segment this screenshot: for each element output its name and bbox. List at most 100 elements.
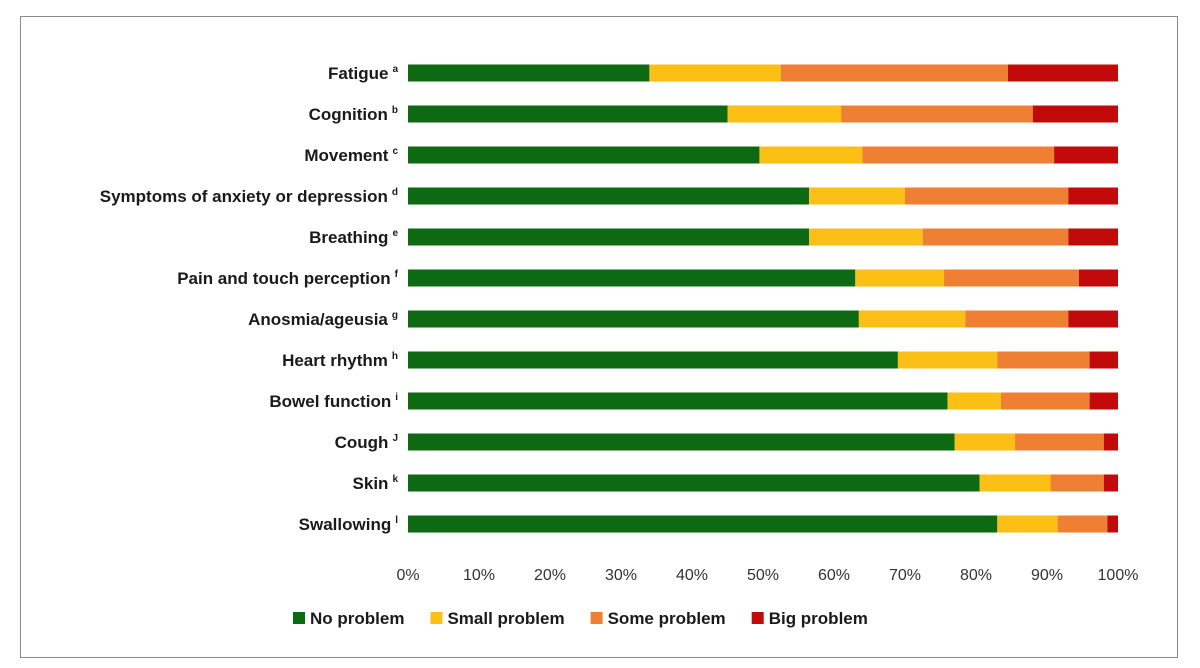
x-axis-ticks: 0% 10% 20% 30% 40% 50% 60% 70% 80% 90% 100%: [396, 567, 1138, 584]
bar-segment: [809, 228, 923, 246]
category-name: Cough: [335, 433, 389, 452]
category-footnote-marker: d: [392, 187, 398, 198]
bar-segment: [897, 351, 998, 369]
bar-segment: [979, 474, 1051, 492]
category-label: Heart rhythm h: [282, 351, 398, 370]
bar-segment: [1007, 64, 1118, 82]
bar-segment: [1057, 515, 1108, 533]
legend-swatch: [751, 612, 764, 624]
bar-segment: [1068, 310, 1118, 328]
x-tick-label: 70%: [889, 567, 921, 584]
bar-segment: [1032, 105, 1118, 123]
bar-segment: [408, 187, 810, 205]
category-name: Anosmia/ageusia: [248, 310, 388, 329]
category-label: Skin k: [353, 474, 399, 493]
category-footnote-marker: h: [392, 351, 398, 362]
bar-segment: [997, 351, 1090, 369]
x-tick-label: 0%: [396, 567, 419, 584]
legend-label: Big problem: [769, 609, 868, 628]
bar-segment: [1054, 146, 1118, 164]
x-tick-label: 90%: [1031, 567, 1063, 584]
bar-segment: [408, 228, 810, 246]
bar-segment: [809, 187, 905, 205]
stacked-bar-chart: Fatigue a Cognition b Movement c Symptoms of a…: [100, 64, 1139, 628]
legend-swatch: [293, 612, 305, 624]
bar-segment: [954, 433, 1016, 451]
bar-segment: [727, 105, 842, 123]
category-footnote-marker: i: [395, 392, 398, 403]
x-tick-label: 60%: [818, 567, 850, 584]
category-footnote-marker: c: [392, 146, 398, 157]
bar-segment: [858, 310, 966, 328]
bar-segment: [944, 269, 1079, 287]
bar-segment: [1078, 269, 1118, 287]
category-label: Cough J: [335, 433, 398, 452]
category-name: Fatigue: [328, 64, 388, 83]
bars-group: [408, 64, 1118, 533]
bar-segment: [408, 515, 998, 533]
x-tick-label: 80%: [960, 567, 992, 584]
bar-segment: [1103, 474, 1118, 492]
x-tick-label: 100%: [1098, 567, 1139, 584]
bar-segment: [759, 146, 863, 164]
category-label: Swallowing l: [299, 515, 399, 534]
bar-segment: [408, 146, 760, 164]
bar-segment: [862, 146, 1055, 164]
legend: No problem Small problem Some problem Big p…: [293, 609, 868, 628]
chart-frame: Fatigue a Cognition b Movement c Symptoms of a…: [20, 16, 1178, 658]
category-name: Pain and touch perception: [177, 269, 390, 288]
bar-segment: [408, 351, 898, 369]
category-label: Bowel function i: [269, 392, 398, 411]
category-footnote-marker: f: [395, 269, 399, 280]
bar-segment: [1068, 228, 1118, 246]
category-label: Fatigue a: [328, 64, 398, 83]
bar-segment: [1000, 392, 1090, 410]
category-footnote-marker: J: [392, 433, 398, 444]
category-footnote-marker: e: [392, 228, 398, 239]
bar-segment: [965, 310, 1069, 328]
category-label: Anosmia/ageusia g: [248, 310, 398, 329]
legend-label: Some problem: [608, 609, 726, 628]
bar-segment: [408, 64, 650, 82]
legend-swatch: [430, 612, 443, 624]
bar-segment: [408, 105, 728, 123]
category-name: Heart rhythm: [282, 351, 388, 370]
category-name: Bowel function: [269, 392, 391, 411]
bar-segment: [1089, 351, 1118, 369]
bar-segment: [947, 392, 1001, 410]
bar-segment: [408, 392, 948, 410]
category-label: Pain and touch perception f: [177, 269, 398, 288]
bar-segment: [1050, 474, 1104, 492]
category-label: Breathing e: [309, 228, 398, 247]
bar-segment: [408, 269, 856, 287]
bar-segment: [997, 515, 1058, 533]
bar-segment: [1107, 515, 1118, 533]
bar-segment: [408, 310, 859, 328]
bar-segment: [408, 433, 955, 451]
bar-segment: [1089, 392, 1118, 410]
category-name: Breathing: [309, 228, 388, 247]
category-footnote-marker: a: [392, 64, 398, 75]
bar-segment: [1015, 433, 1104, 451]
category-name: Swallowing: [299, 515, 392, 534]
bar-segment: [1103, 433, 1118, 451]
category-name: Movement: [304, 146, 388, 165]
category-label: Cognition b: [309, 105, 398, 124]
bar-segment: [841, 105, 1033, 123]
category-footnote-marker: g: [392, 310, 398, 321]
category-footnote-marker: l: [395, 515, 398, 526]
x-tick-label: 20%: [534, 567, 566, 584]
category-footnote-marker: b: [392, 105, 398, 116]
x-tick-label: 30%: [605, 567, 637, 584]
x-tick-label: 40%: [676, 567, 708, 584]
legend-label: Small problem: [447, 609, 564, 628]
bar-segment: [855, 269, 945, 287]
legend-swatch: [590, 612, 603, 624]
category-label: Symptoms of anxiety or depression d: [100, 187, 398, 206]
category-labels: Fatigue a Cognition b Movement c Symptoms of a…: [100, 64, 399, 534]
bar-segment: [649, 64, 781, 82]
category-name: Skin: [353, 474, 389, 493]
x-tick-label: 10%: [463, 567, 495, 584]
x-tick-label: 50%: [747, 567, 779, 584]
category-name: Symptoms of anxiety or depression: [100, 187, 388, 206]
